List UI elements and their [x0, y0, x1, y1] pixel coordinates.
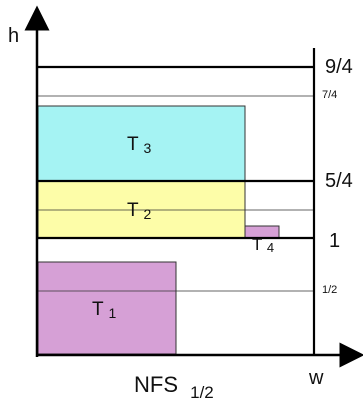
level-label-1: 1 [329, 230, 340, 252]
rect-t2-label-sub: 2 [144, 206, 152, 222]
caption-sub: 1/2 [190, 383, 214, 400]
y-axis-label: h [8, 25, 19, 47]
level-label-1-2: 1/2 [322, 284, 337, 296]
rect-t4-label: T 4 [252, 235, 274, 255]
level-label-5-4: 5/4 [325, 170, 353, 192]
rect-t3-label-sub: 3 [144, 140, 152, 156]
rect-t3-label-main: T [127, 134, 139, 155]
level-label-7-4: 7/4 [322, 89, 337, 101]
rect-t2-label: T 2 [127, 200, 152, 222]
rect-t1 [37, 261, 177, 355]
rect-t3 [37, 105, 246, 182]
rect-t1-label-sub: 1 [109, 305, 117, 321]
rect-t4-label-sub: 4 [267, 240, 274, 255]
x-axis-label: w [308, 367, 324, 389]
rect-t3-label: T 3 [127, 134, 152, 156]
rect-t1-label: T 1 [92, 299, 117, 321]
caption-main: NFS [134, 372, 178, 397]
rect-t4-label-main: T [252, 235, 262, 254]
caption: NFS 1/2 [134, 372, 214, 400]
rect-t2-label-main: T [127, 200, 139, 221]
level-label-9-4: 9/4 [325, 56, 353, 78]
rect-t1-label-main: T [92, 299, 104, 320]
